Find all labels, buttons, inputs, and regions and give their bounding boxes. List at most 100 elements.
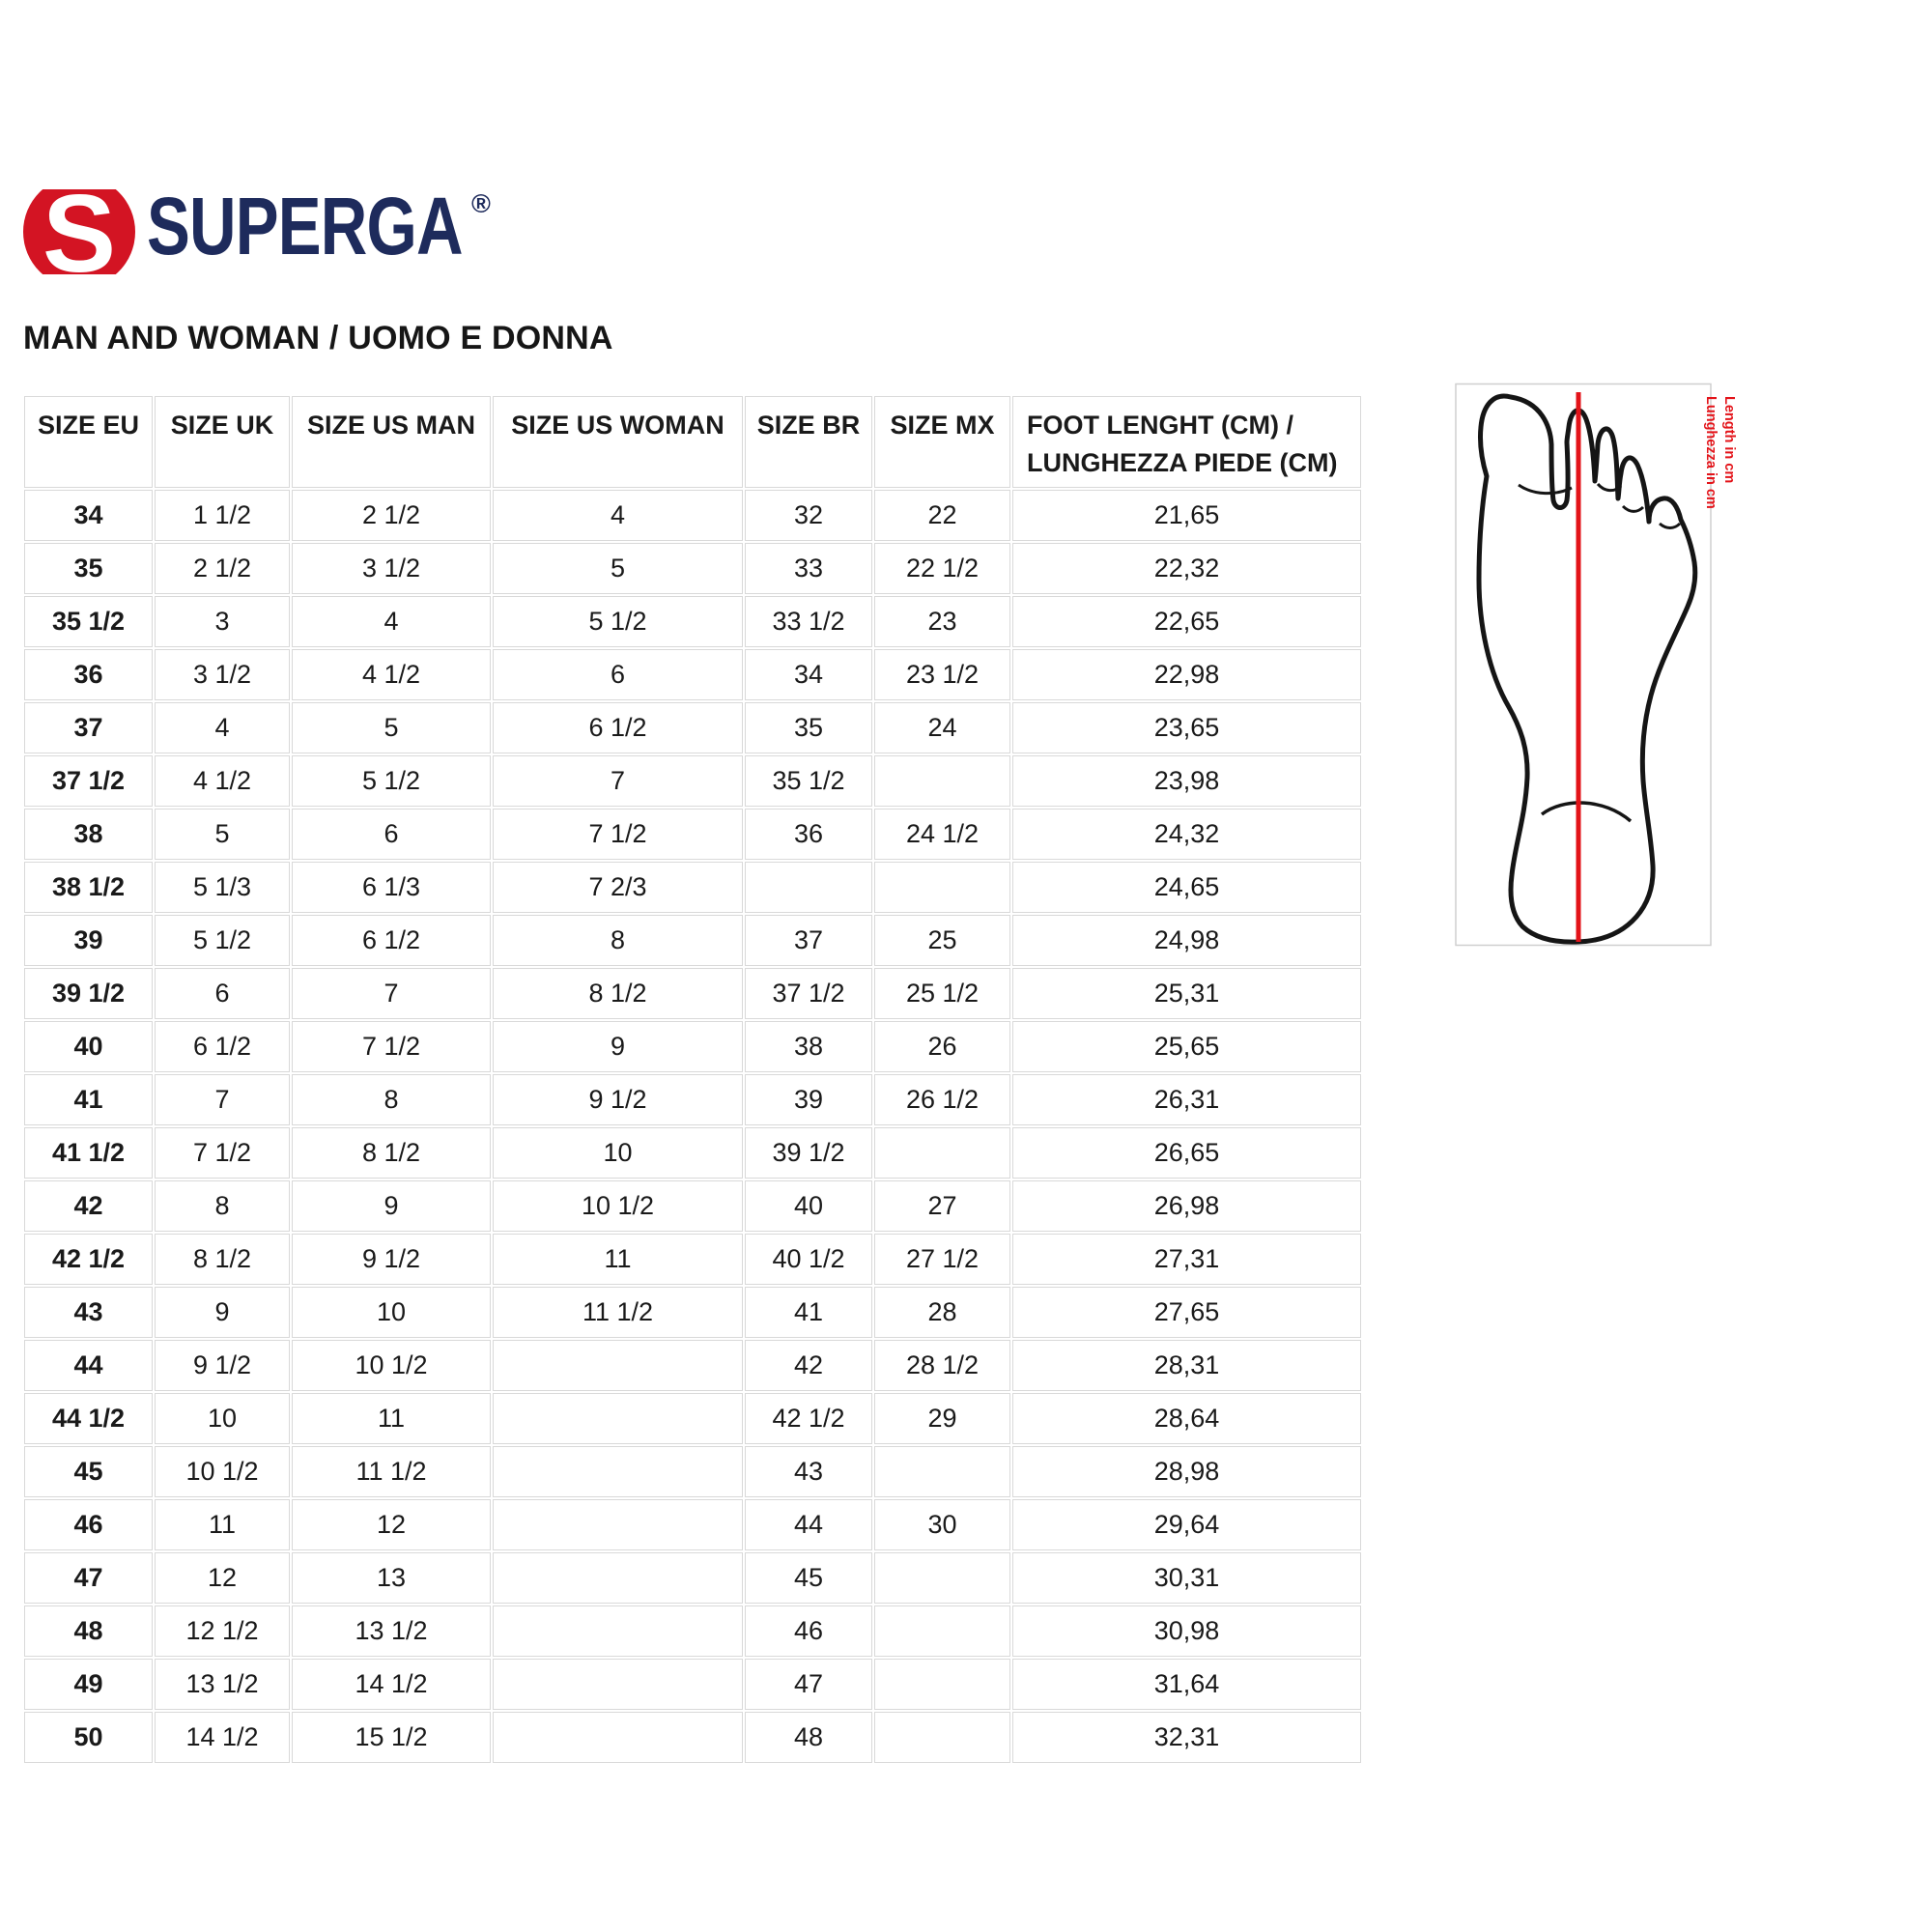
size-cell: 9 1/2 <box>292 1234 491 1285</box>
size-eu-cell: 35 1/2 <box>24 596 153 647</box>
brand-wordmark: SUPERGA <box>147 181 464 271</box>
size-cell: 6 1/2 <box>155 1021 290 1072</box>
size-cell: 10 1/2 <box>493 1180 743 1232</box>
size-cell: 23 <box>874 596 1010 647</box>
size-eu-cell: 42 1/2 <box>24 1234 153 1285</box>
size-eu-cell: 38 1/2 <box>24 862 153 913</box>
size-row: 47 12 13 45 30,31 <box>24 1552 1361 1604</box>
size-cell: 13 1/2 <box>292 1605 491 1657</box>
size-cell: 21,65 <box>1012 490 1361 541</box>
size-cell: 30 <box>874 1499 1010 1550</box>
size-cell: 7 1/2 <box>493 809 743 860</box>
size-cell: 48 <box>745 1712 872 1763</box>
size-cell <box>745 862 872 913</box>
size-cell: 30,31 <box>1012 1552 1361 1604</box>
size-row: 38 1/2 5 1/3 6 1/3 7 2/3 24,65 <box>24 862 1361 913</box>
size-cell: 7 <box>155 1074 290 1125</box>
size-cell: 4 <box>493 490 743 541</box>
size-cell: 30,98 <box>1012 1605 1361 1657</box>
registered-trademark: ® <box>471 189 491 218</box>
size-cell: 26,65 <box>1012 1127 1361 1179</box>
size-cell <box>493 1340 743 1391</box>
size-cell: 25 1/2 <box>874 968 1010 1019</box>
size-cell <box>874 1605 1010 1657</box>
size-cell: 11 <box>493 1234 743 1285</box>
size-cell <box>493 1446 743 1497</box>
size-cell: 3 1/2 <box>292 543 491 594</box>
size-cell <box>874 1127 1010 1179</box>
size-row: 39 1/2 6 7 8 1/2 37 1/2 25 1/2 25,31 <box>24 968 1361 1019</box>
size-row: 44 1/2 10 11 42 1/2 29 28,64 <box>24 1393 1361 1444</box>
size-cell: 37 <box>745 915 872 966</box>
size-row: 44 9 1/2 10 1/2 42 28 1/2 28,31 <box>24 1340 1361 1391</box>
size-cell <box>493 1393 743 1444</box>
size-cell: 42 1/2 <box>745 1393 872 1444</box>
size-cell: 23,98 <box>1012 755 1361 807</box>
size-cell: 39 <box>745 1074 872 1125</box>
size-cell: 12 <box>155 1552 290 1604</box>
size-cell: 42 <box>745 1340 872 1391</box>
size-table-header-row: SIZE EU SIZE UK SIZE US MAN SIZE US WOMA… <box>24 396 1361 488</box>
size-cell: 4 <box>155 702 290 753</box>
size-eu-cell: 49 <box>24 1659 153 1710</box>
size-row: 46 11 12 44 30 29,64 <box>24 1499 1361 1550</box>
size-cell: 15 1/2 <box>292 1712 491 1763</box>
size-cell: 9 <box>292 1180 491 1232</box>
col-header-size-us-woman: SIZE US WOMAN <box>493 396 743 488</box>
size-cell <box>874 1446 1010 1497</box>
size-cell: 11 <box>155 1499 290 1550</box>
size-row: 41 7 8 9 1/2 39 26 1/2 26,31 <box>24 1074 1361 1125</box>
size-row: 42 8 9 10 1/2 40 27 26,98 <box>24 1180 1361 1232</box>
size-cell: 35 1/2 <box>745 755 872 807</box>
size-cell: 1 1/2 <box>155 490 290 541</box>
size-cell: 29,64 <box>1012 1499 1361 1550</box>
size-cell: 24 1/2 <box>874 809 1010 860</box>
size-cell: 14 1/2 <box>155 1712 290 1763</box>
size-row: 50 14 1/2 15 1/2 48 32,31 <box>24 1712 1361 1763</box>
size-cell: 9 1/2 <box>493 1074 743 1125</box>
size-table-body: 34 1 1/2 2 1/2 4 32 22 21,65 35 2 1/2 3 1/2 5 33 22 … <box>24 490 1361 1763</box>
size-cell: 23,65 <box>1012 702 1361 753</box>
size-cell: 6 <box>155 968 290 1019</box>
size-cell: 25 <box>874 915 1010 966</box>
size-cell: 29 <box>874 1393 1010 1444</box>
size-cell: 6 1/2 <box>493 702 743 753</box>
size-cell: 36 <box>745 809 872 860</box>
size-cell: 38 <box>745 1021 872 1072</box>
size-cell: 2 1/2 <box>292 490 491 541</box>
size-cell: 8 1/2 <box>493 968 743 1019</box>
size-cell: 22,65 <box>1012 596 1361 647</box>
size-eu-cell: 46 <box>24 1499 153 1550</box>
size-cell: 32,31 <box>1012 1712 1361 1763</box>
size-cell: 44 <box>745 1499 872 1550</box>
size-cell: 5 1/3 <box>155 862 290 913</box>
size-cell: 6 1/2 <box>292 915 491 966</box>
size-cell: 12 <box>292 1499 491 1550</box>
size-row: 37 4 5 6 1/2 35 24 23,65 <box>24 702 1361 753</box>
size-cell: 5 1/2 <box>155 915 290 966</box>
size-cell: 8 1/2 <box>292 1127 491 1179</box>
col-header-foot-length-line2: LUNGHEZZA PIEDE (CM) <box>1027 448 1338 478</box>
size-row: 42 1/2 8 1/2 9 1/2 11 40 1/2 27 1/2 27,31 <box>24 1234 1361 1285</box>
size-cell: 14 1/2 <box>292 1659 491 1710</box>
col-header-size-mx: SIZE MX <box>874 396 1010 488</box>
size-cell: 27,65 <box>1012 1287 1361 1338</box>
size-row: 40 6 1/2 7 1/2 9 38 26 25,65 <box>24 1021 1361 1072</box>
size-cell: 6 <box>493 649 743 700</box>
size-eu-cell: 41 1/2 <box>24 1127 153 1179</box>
size-cell <box>874 862 1010 913</box>
size-cell: 27 <box>874 1180 1010 1232</box>
size-cell: 23 1/2 <box>874 649 1010 700</box>
emblem-circle <box>23 189 135 274</box>
col-header-size-uk: SIZE UK <box>155 396 290 488</box>
size-cell: 47 <box>745 1659 872 1710</box>
size-cell: 27 1/2 <box>874 1234 1010 1285</box>
size-eu-cell: 37 1/2 <box>24 755 153 807</box>
size-row: 35 1/2 3 4 5 1/2 33 1/2 23 22,65 <box>24 596 1361 647</box>
size-eu-cell: 34 <box>24 490 153 541</box>
size-cell: 8 <box>155 1180 290 1232</box>
size-eu-cell: 42 <box>24 1180 153 1232</box>
size-cell: 26,98 <box>1012 1180 1361 1232</box>
foot-outline-icon <box>1476 393 1698 945</box>
size-cell: 45 <box>745 1552 872 1604</box>
